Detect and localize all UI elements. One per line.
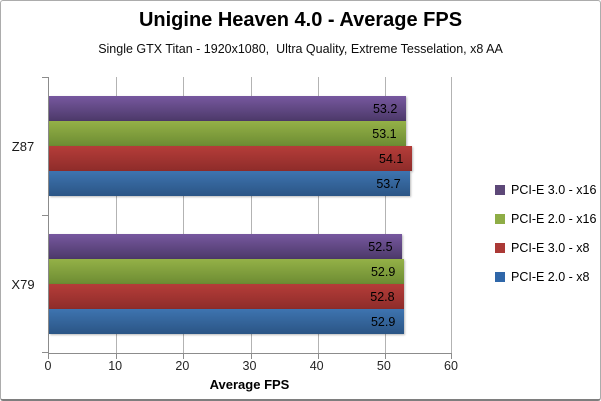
bar-z87-pci-e-2-0-x8: 53.7 <box>49 171 410 196</box>
x-axis-tick-20 <box>183 354 185 359</box>
legend-label: PCI-E 2.0 - x8 <box>511 269 590 284</box>
bar-value-label: 54.1 <box>379 151 404 166</box>
x-axis-tick-label-40: 40 <box>309 359 324 373</box>
bar-value-label: 53.2 <box>372 101 398 116</box>
bar-x79-pci-e-3-0-x8: 52.8 <box>49 284 404 309</box>
gridline-x-60 <box>451 77 452 353</box>
bar-z87-pci-e-3-0-x16: 53.2 <box>49 96 407 121</box>
bar-group-z87: 53.2 53.1 54.1 53.7 <box>49 77 452 215</box>
x-axis-tick-label-60: 60 <box>444 359 458 373</box>
x-axis-tick-40 <box>317 354 319 359</box>
bar-value-label: 52.9 <box>370 264 396 279</box>
legend-swatch-icon <box>495 213 505 224</box>
bar-group-x79: 52.5 52.9 52.8 52.9 <box>49 215 452 353</box>
plot-area: 53.2 53.1 54.1 53.7 52.5 52.9 52.8 52.9 <box>42 77 452 359</box>
x-axis-tick-label-30: 30 <box>242 359 257 373</box>
bar-x79-pci-e-2-0-x16: 52.9 <box>49 259 405 284</box>
bar-value-label: 52.8 <box>370 289 395 304</box>
chart-title: Unigine Heaven 4.0 - Average FPS <box>138 9 463 31</box>
x-axis-title: Average FPS <box>209 377 290 392</box>
x-axis-tick-60 <box>451 354 452 359</box>
legend-swatch-icon <box>495 242 505 253</box>
gridline-x-10 <box>116 77 118 353</box>
bar-value-label: 53.1 <box>372 126 397 141</box>
category-label-z87: Z87 <box>11 138 35 154</box>
x-axis-tick-labels: 0 10 20 30 40 50 60 <box>44 359 458 374</box>
legend-item: PCI-E 2.0 - x16 <box>495 211 596 226</box>
y-axis-tick-0 <box>42 77 49 78</box>
legend-label: PCI-E 3.0 - x8 <box>511 240 590 255</box>
legend-item: PCI-E 2.0 - x8 <box>495 269 596 284</box>
gridline-x-40 <box>317 77 319 353</box>
y-axis-tick-2 <box>42 352 49 353</box>
x-axis-tick-10 <box>116 354 118 359</box>
category-label-x79: X79 <box>11 276 35 292</box>
gridline-x-30 <box>250 77 252 353</box>
x-axis-tick-30 <box>250 354 252 359</box>
gridline-x-50 <box>384 77 386 353</box>
bar-z87-pci-e-3-0-x8: 54.1 <box>49 146 413 171</box>
legend-swatch-icon <box>495 271 505 282</box>
y-axis-category-labels: Z87 X79 <box>1 77 45 353</box>
gridline-x-20 <box>183 77 185 353</box>
legend-label: PCI-E 3.0 - x16 <box>511 182 597 197</box>
bar-x79-pci-e-2-0-x8: 52.9 <box>49 309 405 334</box>
bar-x79-pci-e-3-0-x16: 52.5 <box>49 234 402 259</box>
bar-value-label: 52.5 <box>368 239 393 254</box>
legend-label: PCI-E 2.0 - x16 <box>511 211 597 226</box>
y-axis-tick-1 <box>42 214 49 216</box>
legend: PCI-E 3.0 - x16 PCI-E 2.0 - x16 PCI-E 3.0 … <box>495 182 596 298</box>
legend-item: PCI-E 3.0 - x8 <box>495 240 596 255</box>
legend-item: PCI-E 3.0 - x16 <box>495 182 596 197</box>
legend-swatch-icon <box>495 184 505 195</box>
x-axis-tick-label-50: 50 <box>376 359 391 373</box>
x-axis-tick-50 <box>384 354 386 359</box>
bar-value-label: 52.9 <box>370 314 396 329</box>
x-axis-tick-label-10: 10 <box>108 359 123 373</box>
x-axis-tick-label-20: 20 <box>175 359 190 373</box>
bar-value-label: 53.7 <box>376 176 401 191</box>
x-axis-tick-0 <box>48 354 49 359</box>
bar-z87-pci-e-2-0-x16: 53.1 <box>49 121 406 146</box>
chart-subtitle: Single GTX Titan - 1920x1080, Ultra Qual… <box>98 42 503 56</box>
x-axis-tick-label-0: 0 <box>44 359 52 373</box>
